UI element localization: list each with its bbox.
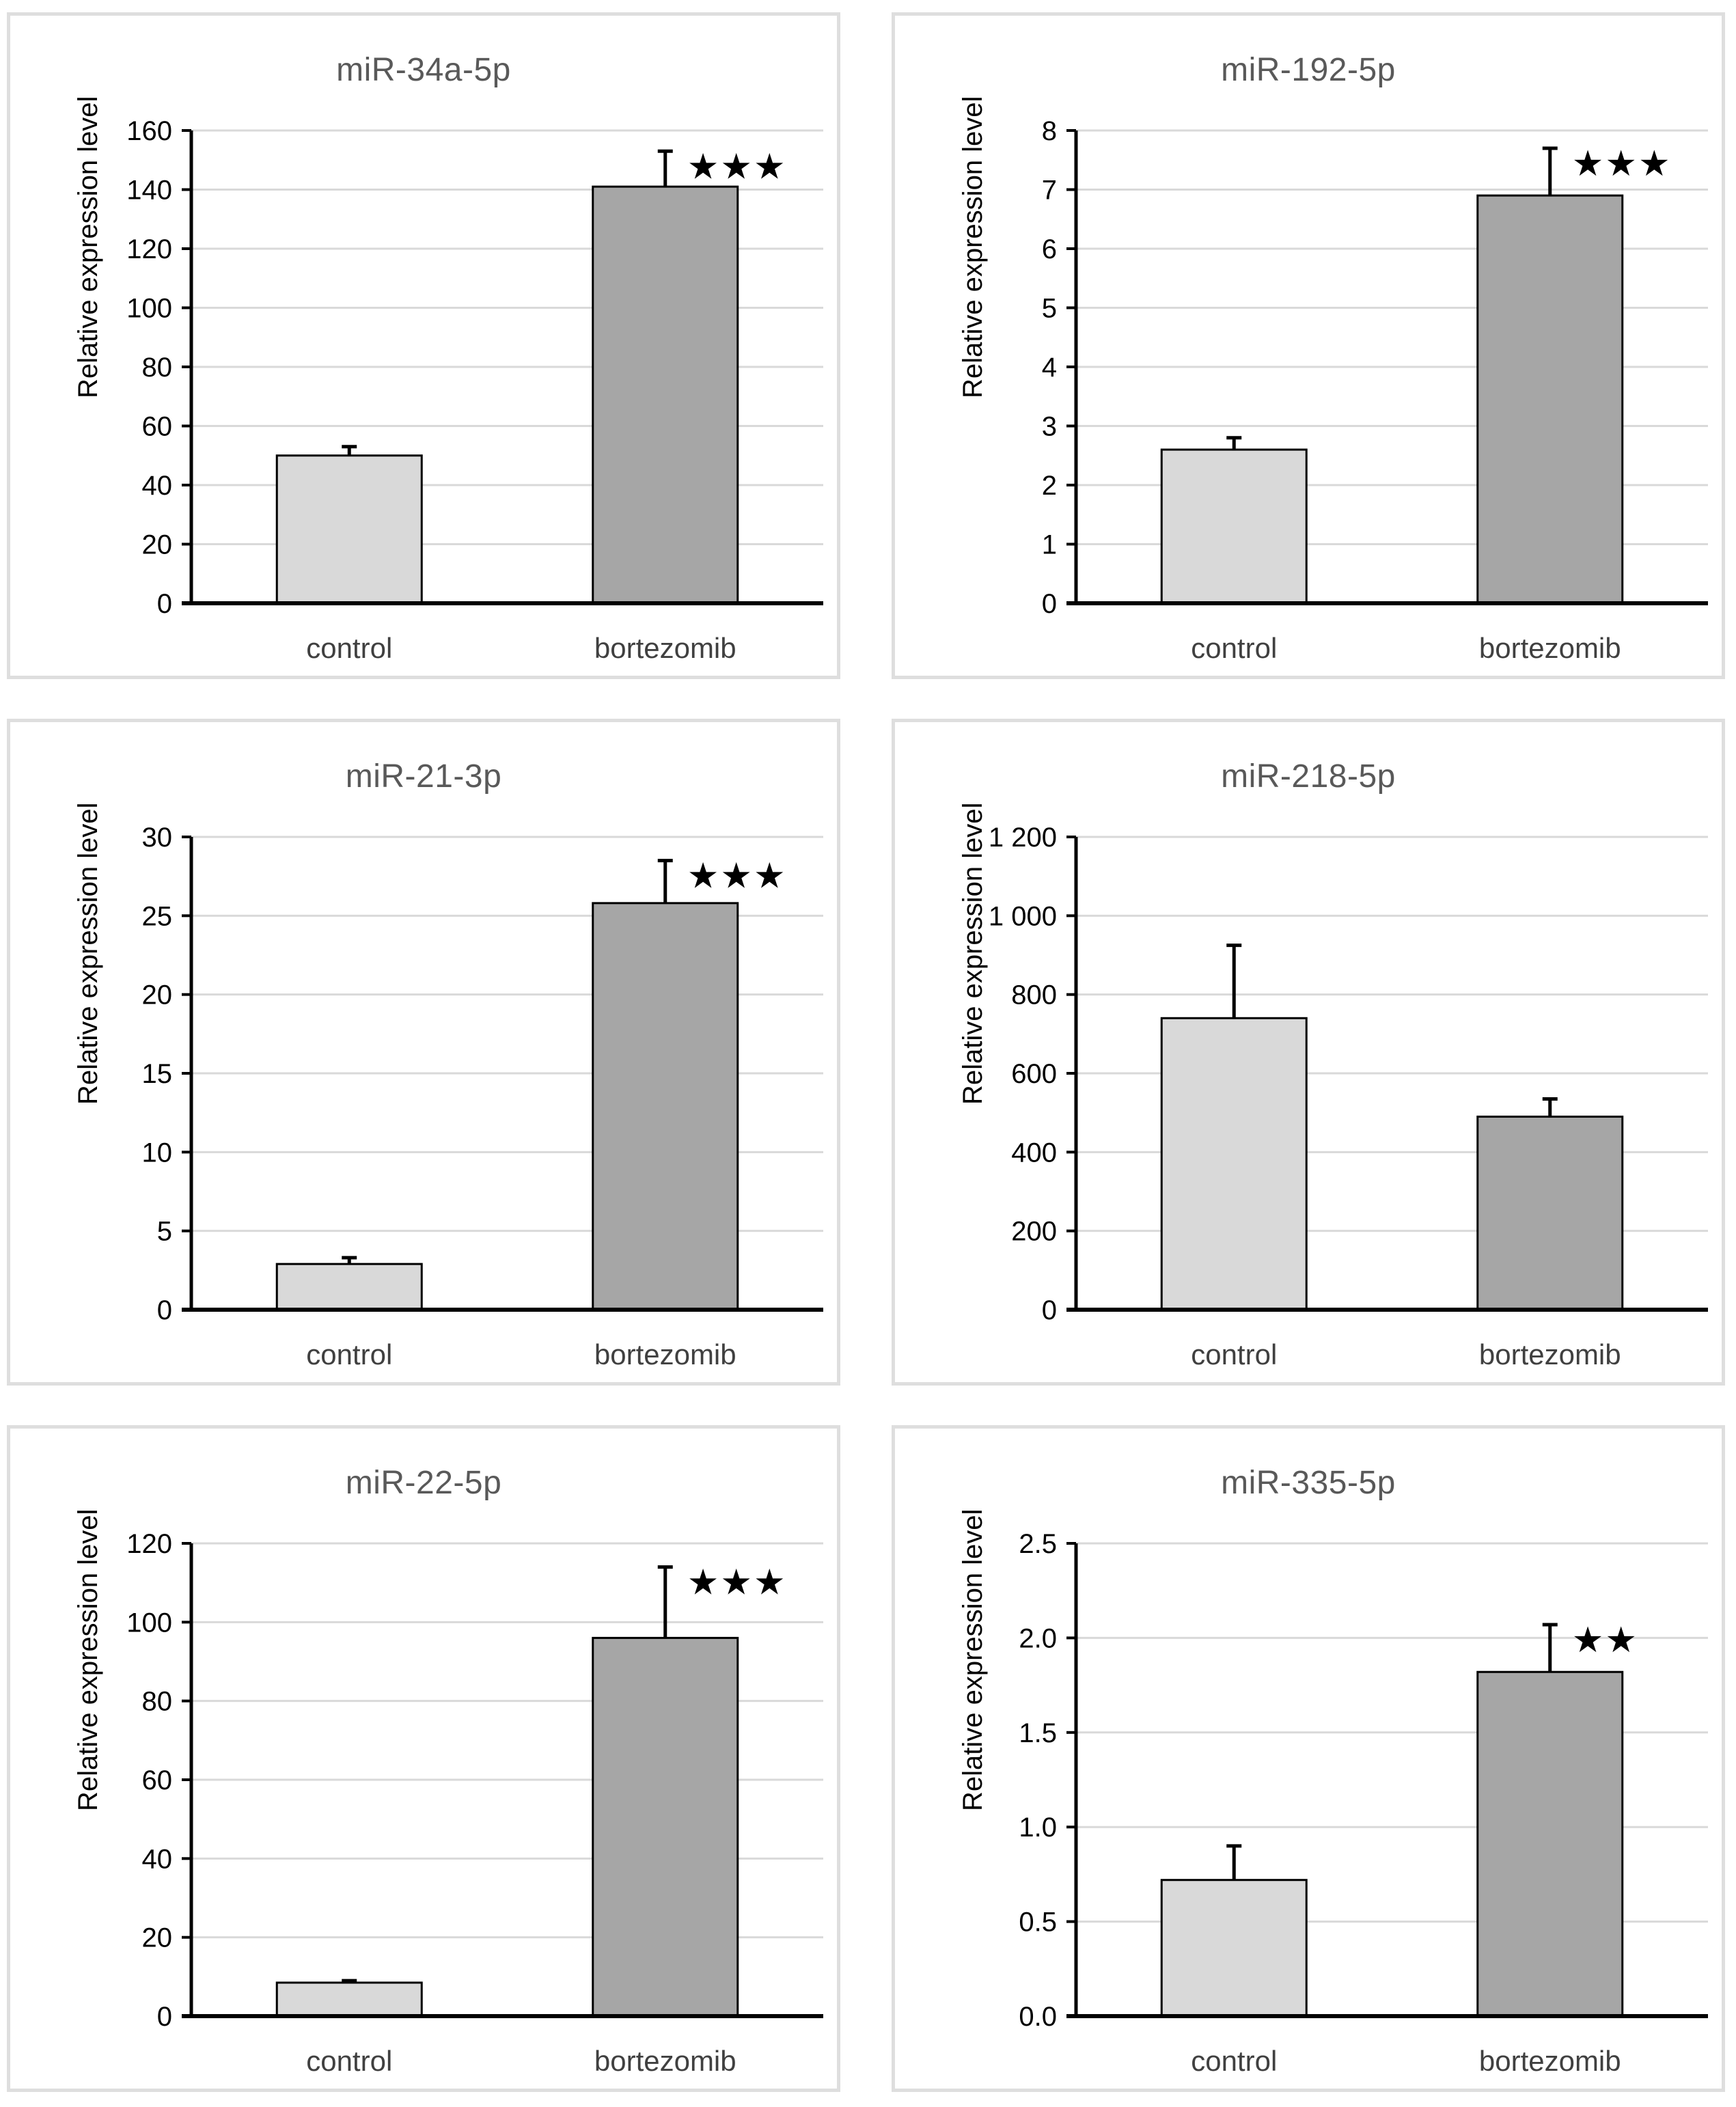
y-tick-label: 60 (142, 1765, 173, 1795)
y-tick-label: 1.5 (1019, 1718, 1057, 1748)
y-tick-label: 0.5 (1019, 1908, 1057, 1938)
y-tick-label: 5 (157, 1217, 172, 1247)
chart-title: miR-218-5p (1221, 758, 1396, 795)
y-tick-label: 20 (142, 530, 173, 560)
x-category-label: control (1191, 1338, 1277, 1371)
chart-plot: 0 1 2 3 4 5 6 7 8 control ★★★ bortezomib (1042, 116, 1708, 664)
x-category-label: control (306, 2045, 392, 2077)
y-tick-label: 1 (1042, 530, 1057, 560)
significance-marker: ★★★ (687, 857, 787, 896)
y-tick-label: 600 (1011, 1059, 1057, 1089)
x-category-label: control (306, 1338, 392, 1371)
bar-control (1160, 1879, 1308, 2018)
y-tick-label: 200 (1011, 1217, 1057, 1247)
x-category-label: control (1191, 2045, 1277, 2077)
y-tick-label: 2.5 (1019, 1529, 1057, 1559)
y-tick-label: 30 (142, 823, 173, 853)
y-tick-label: 0 (157, 2002, 172, 2032)
y-tick-label: 1 200 (989, 823, 1057, 853)
chart-panel-mir-34a: miR-34a-5p Relative expression level 0 20… (7, 12, 840, 679)
chart-title: miR-335-5p (1221, 1465, 1396, 1501)
y-tick-label: 2.0 (1019, 1623, 1057, 1653)
x-category-label: bortezomib (1479, 632, 1621, 664)
y-tick-label: 5 (1042, 294, 1057, 324)
x-category-label: bortezomib (1479, 1338, 1621, 1371)
chart-panel-mir-22: miR-22-5p Relative expression level 0 20 4… (7, 1425, 840, 2092)
y-tick-label: 120 (126, 1529, 172, 1559)
bar-control (1160, 448, 1308, 605)
y-tick-label: 0 (1042, 1295, 1057, 1325)
x-category-label: bortezomib (594, 632, 736, 664)
x-category-label: control (306, 632, 392, 664)
significance-marker: ★★★ (687, 147, 787, 187)
significance-marker: ★★ (1572, 1621, 1638, 1660)
y-tick-label: 0 (1042, 589, 1057, 619)
y-tick-label: 7 (1042, 176, 1057, 206)
y-tick-label: 80 (142, 353, 173, 383)
x-category-label: bortezomib (594, 2045, 736, 2077)
bar-bortezomib (1476, 194, 1624, 605)
y-tick-label: 400 (1011, 1138, 1057, 1168)
y-tick-label: 4 (1042, 353, 1057, 383)
chart-plot: 0 5 10 15 20 25 30 control ★★★ bortezomib (142, 823, 823, 1371)
y-tick-label: 100 (126, 294, 172, 324)
y-tick-label: 1 000 (989, 901, 1057, 931)
y-tick-label: 10 (142, 1138, 173, 1168)
chart-title: miR-22-5p (345, 1465, 502, 1501)
chart-plot: 0 20 40 60 80 100 120 control ★★★ bortezomib (126, 1529, 823, 2077)
y-tick-label: 60 (142, 412, 173, 442)
x-category-label: bortezomib (1479, 2045, 1621, 2077)
y-tick-label: 20 (142, 980, 173, 1010)
chart-panel-mir-335: miR-335-5p Relative expression level 0.0… (892, 1425, 1725, 2092)
chart-plot: 0 20 40 60 80 100 120 140 160 control ★★★ bortezomi… (126, 116, 823, 664)
y-tick-label: 40 (142, 471, 173, 501)
bar-control (1160, 1017, 1308, 1311)
chart-panel-mir-218: miR-218-5p Relative expression level 0 20… (892, 719, 1725, 1386)
y-tick-label: 25 (142, 901, 173, 931)
y-tick-label: 3 (1042, 412, 1057, 442)
chart-title: miR-21-3p (345, 758, 502, 795)
y-tick-label: 100 (126, 1608, 172, 1638)
y-tick-label: 800 (1011, 980, 1057, 1010)
y-tick-label: 0.0 (1019, 2002, 1057, 2032)
y-tick-label: 140 (126, 176, 172, 206)
y-tick-label: 15 (142, 1059, 173, 1089)
y-tick-label: 40 (142, 1844, 173, 1874)
bar-control (275, 1263, 423, 1311)
chart-title: miR-192-5p (1221, 52, 1396, 88)
bar-control (275, 454, 423, 605)
x-category-label: control (1191, 632, 1277, 664)
chart-panel-mir-21: miR-21-3p Relative expression level 0 5 10… (7, 719, 840, 1386)
y-tick-label: 120 (126, 234, 172, 264)
significance-marker: ★★★ (687, 1563, 787, 1603)
y-tick-label: 80 (142, 1687, 173, 1717)
chart-plot: 0.0 0.5 1.0 1.5 2.0 2.5 control ★★ bortezomib (1019, 1529, 1708, 2077)
y-tick-label: 160 (126, 116, 172, 146)
bar-bortezomib (592, 185, 739, 605)
y-tick-label: 2 (1042, 471, 1057, 501)
x-category-label: bortezomib (594, 1338, 736, 1371)
y-tick-label: 0 (157, 589, 172, 619)
y-tick-label: 6 (1042, 234, 1057, 264)
y-tick-label: 8 (1042, 116, 1057, 146)
bar-bortezomib (1476, 1115, 1624, 1311)
chart-title: miR-34a-5p (336, 52, 511, 88)
bar-bortezomib (592, 1636, 739, 2018)
y-tick-label: 20 (142, 1923, 173, 1953)
y-tick-label: 1.0 (1019, 1813, 1057, 1843)
y-tick-label: 0 (157, 1295, 172, 1325)
significance-marker: ★★★ (1572, 144, 1672, 184)
bar-control (275, 1981, 423, 2018)
chart-plot: 0 200 400 600 800 1 000 1 200 control bortezomib (989, 823, 1708, 1371)
bar-bortezomib (1476, 1670, 1624, 2018)
bar-bortezomib (592, 902, 739, 1311)
